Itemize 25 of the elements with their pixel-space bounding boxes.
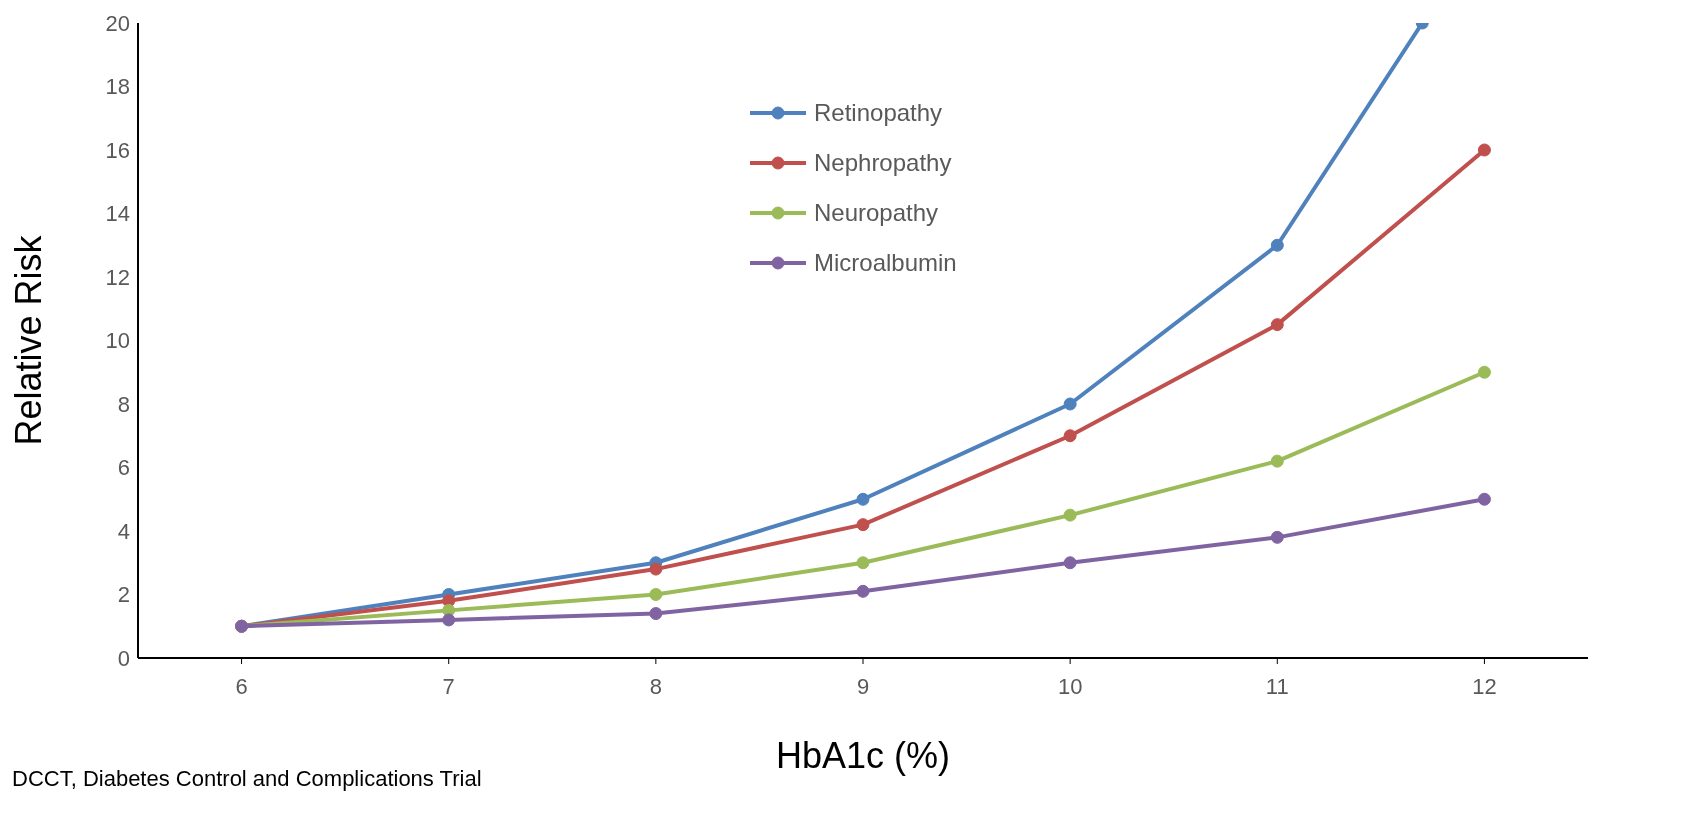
y-tick-label: 20 (105, 10, 130, 36)
y-tick-label: 14 (105, 201, 130, 227)
legend-label: Microalbumin (814, 249, 957, 277)
x-tick-label: 7 (442, 673, 455, 699)
y-tick-label: 18 (105, 74, 130, 100)
legend-label: Nephropathy (814, 149, 952, 177)
x-axis-title: HbA1c (%) (775, 735, 951, 776)
x-tick-label: 11 (1265, 673, 1289, 699)
y-tick-label: 16 (105, 137, 130, 163)
text: DCCT, Diabetes Control and Complications Trial (12, 766, 482, 792)
y-tick-label: 2 (117, 582, 130, 608)
x-tick-label: 8 (649, 673, 662, 699)
y-tick-label: 8 (117, 391, 130, 417)
y-tick-label: 6 (117, 455, 130, 481)
legend-label: Neuropathy (814, 199, 939, 227)
x-tick-label: 6 (235, 673, 248, 699)
y-tick-label: 12 (105, 264, 130, 290)
y-tick-label: 10 (105, 328, 130, 354)
y-tick-label: 0 (117, 645, 130, 671)
x-tick-label: 12 (1472, 673, 1497, 699)
y-tick-label: 4 (117, 518, 130, 544)
x-tick-label: 10 (1057, 673, 1083, 699)
y-axis-title: Relative Risk (7, 234, 49, 446)
x-tick-label: 9 (856, 673, 870, 699)
legend-label: Retinopathy (814, 99, 943, 127)
